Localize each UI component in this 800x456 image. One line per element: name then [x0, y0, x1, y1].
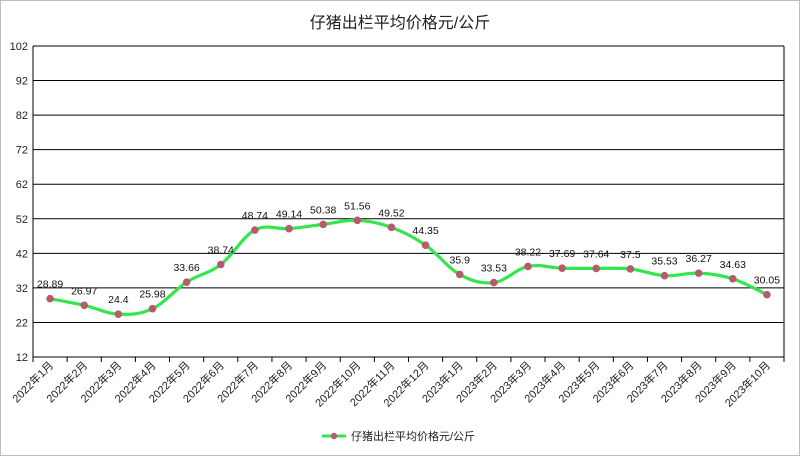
- data-point: [524, 262, 532, 271]
- data-point: [490, 278, 498, 287]
- data-label: 44.35: [412, 225, 438, 237]
- data-label: 51.56: [344, 200, 370, 212]
- legend-marker-swatch: [330, 432, 338, 440]
- data-label: 48.74: [242, 210, 268, 222]
- data-point: [626, 265, 635, 273]
- data-label: 38.22: [515, 246, 541, 258]
- data-point: [387, 223, 396, 232]
- data-point: [148, 304, 157, 313]
- y-tick-label: 52: [16, 214, 28, 226]
- data-label: 37.69: [549, 248, 575, 260]
- data-label: 33.66: [173, 262, 199, 274]
- data-point: [285, 224, 293, 233]
- y-tick-label: 102: [10, 41, 28, 53]
- data-label: 35.53: [651, 256, 677, 268]
- data-point: [728, 275, 737, 283]
- data-point: [319, 220, 327, 229]
- grid-lines: [33, 45, 784, 323]
- y-tick-label: 32: [16, 283, 28, 295]
- y-axis-ticks: 12 22 32 42 52 62 72 82 92 102: [10, 41, 28, 364]
- series-line: [49, 218, 768, 316]
- data-labels: 28.89 26.97 24.4 25.98 33.66 38.74 48.74 49.14 5…: [37, 200, 780, 306]
- y-tick-label: 22: [16, 317, 28, 329]
- y-tick-label: 72: [16, 145, 28, 157]
- data-point: [182, 278, 191, 286]
- y-tick-label: 92: [16, 76, 28, 88]
- y-tick-label: 62: [16, 179, 28, 191]
- data-label: 28.89: [37, 279, 63, 291]
- data-point: [592, 264, 601, 273]
- series-line-path: [49, 218, 768, 316]
- legend: 仔猪出栏平均价格元/公斤: [322, 429, 475, 443]
- x-axis-ticks: 2022年1月2022年2月2022年3月2022年4月2022年5月2022年…: [9, 357, 785, 410]
- legend-label: 仔猪出栏平均价格元/公斤: [351, 429, 475, 443]
- data-point: [455, 270, 464, 279]
- data-point: [763, 290, 771, 299]
- data-point: [694, 269, 703, 277]
- data-label: 37.5: [620, 249, 641, 261]
- data-label: 33.53: [481, 263, 507, 275]
- y-tick-label: 42: [16, 248, 28, 260]
- chart-title: 仔猪出栏平均价格元/公斤: [310, 14, 490, 32]
- data-label: 36.27: [686, 253, 712, 265]
- data-point: [251, 226, 259, 234]
- data-label: 26.97: [71, 285, 97, 297]
- data-point: [353, 216, 362, 225]
- data-label: 30.05: [754, 275, 780, 287]
- data-point: [114, 310, 123, 318]
- data-label: 37.64: [583, 248, 609, 260]
- data-point: [80, 301, 89, 310]
- y-tick-label: 12: [16, 352, 28, 364]
- data-point: [558, 264, 566, 273]
- data-label: 50.38: [310, 204, 336, 216]
- data-label: 25.98: [139, 289, 165, 301]
- data-point: [660, 271, 669, 280]
- data-label: 34.63: [720, 259, 746, 271]
- data-label: 38.74: [208, 245, 234, 257]
- data-points: [46, 216, 771, 318]
- data-point: [216, 260, 225, 269]
- data-label: 49.14: [276, 209, 302, 221]
- data-label: 35.9: [449, 254, 470, 266]
- data-label: 24.4: [108, 294, 129, 306]
- data-point: [46, 294, 54, 303]
- data-point: [421, 241, 430, 250]
- y-tick-label: 82: [16, 110, 28, 122]
- data-label: 49.52: [378, 207, 404, 219]
